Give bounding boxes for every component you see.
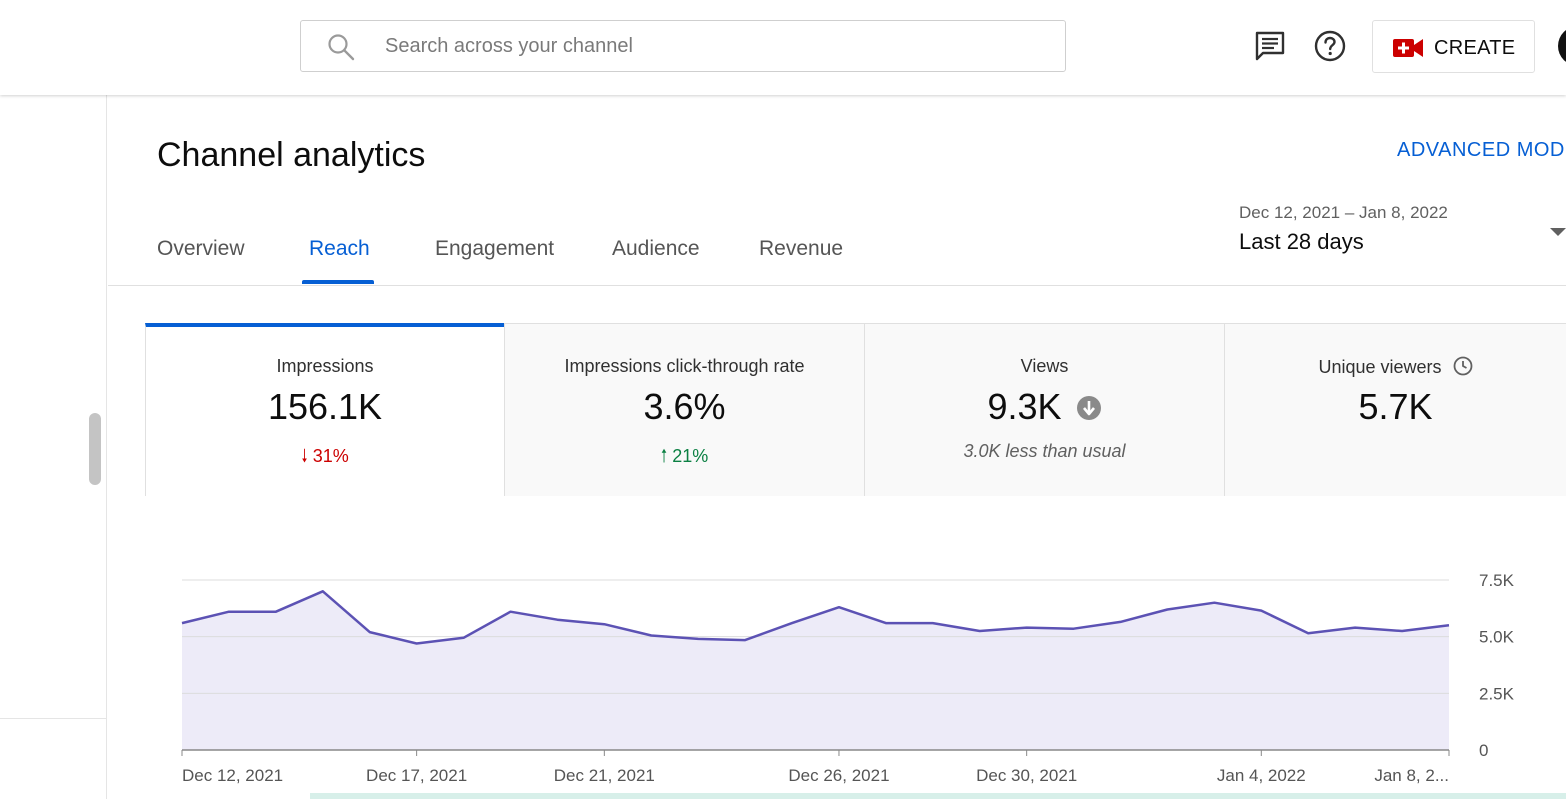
search-icon [328,34,355,61]
search-box[interactable] [300,20,1066,72]
help-icon[interactable] [1314,30,1346,62]
chart-area [182,591,1449,750]
metric-value-text: 9.3K [987,386,1062,427]
top-bar: CREATE [0,0,1566,95]
metric-card-ctr[interactable]: Impressions click-through rate 3.6% 🠑 21… [504,323,864,496]
tab-audience[interactable]: Audience [612,237,700,260]
date-range-text: Dec 12, 2021 – Jan 8, 2022 [1239,203,1448,222]
tab-revenue[interactable]: Revenue [759,237,844,260]
arrow-down-icon: 🠓 [301,446,308,466]
metric-delta: 🠑 21% [505,444,864,474]
arrow-down-circle-icon [1076,396,1101,420]
create-button[interactable]: CREATE [1372,20,1535,73]
series-line [181,590,1450,645]
metric-name: Views [1020,356,1069,376]
x-tick-label: Jan 4, 2022 [1217,766,1306,785]
feedback-icon[interactable] [1254,30,1286,62]
clock-icon [1453,356,1472,376]
x-tick-label: Dec 21, 2021 [554,766,655,785]
metric-value: 5.7K [1358,386,1433,427]
x-tick-label: Dec 12, 2021 [182,766,283,785]
metric-card-views[interactable]: Views 9.3K 3.0K less than usual [864,323,1224,496]
x-tick-label: Jan 8, 2... [1374,766,1449,785]
metric-value: 9.3K [865,386,1224,428]
y-tick-label: 5.0K [1479,628,1515,647]
tab-engagement[interactable]: Engagement [435,237,555,260]
metric-delta: 🠓 31% [146,444,504,474]
metric-card-unique-viewers[interactable]: Unique viewers 5.7K [1224,323,1566,496]
metric-name: Impressions [276,356,374,376]
y-tick-label: 7.5K [1479,571,1515,590]
metric-cards: Impressions 156.1K 🠓 31% Impressions cli… [145,323,1566,496]
bottom-strip [310,793,1566,799]
metric-card-impressions[interactable]: Impressions 156.1K 🠓 31% [145,323,504,496]
metric-name-text: Unique viewers [1318,357,1442,377]
sidebar-divider [0,718,107,719]
page-title: Channel analytics [157,136,426,174]
metric-note: 3.0K less than usual [963,441,1126,461]
date-preset-label: Last 28 days [1239,229,1364,254]
metric-name: Impressions click-through rate [564,356,805,376]
metric-value: 156.1K [267,386,383,427]
search-input[interactable] [385,21,1045,71]
y-tick-label: 2.5K [1479,684,1515,703]
create-button-label: CREATE [1434,37,1516,59]
sidebar [0,95,107,799]
tab-reach[interactable]: Reach [309,237,370,260]
active-tab-indicator [302,280,374,284]
impressions-chart: 0 2.5K 5.0K 7.5K Dec 12, 2021 Dec 17, 2021 Dec… [181,571,1515,785]
metric-value: 3.6% [643,386,726,427]
video-camera-add-icon [1393,39,1423,57]
metric-delta-value: 31% [312,446,349,466]
avatar[interactable] [1558,26,1566,66]
x-tick-label: Dec 17, 2021 [366,766,467,785]
metric-delta-value: 21% [672,446,709,466]
advanced-mode-link[interactable]: ADVANCED MODE [1397,139,1566,161]
tab-overview[interactable]: Overview [157,237,245,260]
x-tick-label: Dec 26, 2021 [788,766,889,785]
x-tick-label: Dec 30, 2021 [976,766,1077,785]
y-tick-label: 0 [1479,741,1488,760]
caret-down-icon [1550,228,1566,236]
tabs-divider [108,285,1566,286]
metric-name: Unique viewers [1225,356,1566,378]
sidebar-scrollbar[interactable] [89,413,101,485]
arrow-up-icon: 🠑 [660,446,668,466]
